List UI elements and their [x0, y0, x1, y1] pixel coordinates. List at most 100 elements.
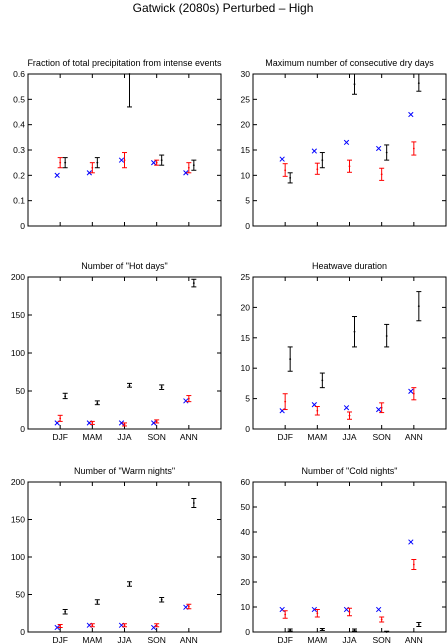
x-tick-label: SON: [372, 635, 390, 644]
data-point-stroke: [183, 604, 189, 610]
data-point: [151, 420, 157, 426]
series-2: [282, 387, 417, 420]
error-bar: [57, 414, 63, 422]
y-tick-label: 30: [241, 69, 251, 79]
axes-box: [252, 73, 447, 227]
x-tick-label: SON: [147, 432, 165, 442]
series-2: [282, 559, 417, 623]
x-tick-label: DJF: [277, 635, 293, 644]
error-bar: [379, 167, 385, 181]
error-bar: [352, 628, 357, 632]
error-bar: [352, 74, 357, 95]
chart-panel-2: Maximum number of consecutive dry days 0 5…: [241, 58, 447, 231]
data-point-stroke: [376, 606, 382, 613]
x-tick-label: ANN: [405, 432, 423, 442]
data-point-stroke: [279, 156, 285, 162]
error-bar: [379, 616, 385, 623]
error-bar-mean: [96, 402, 99, 405]
axes-box: [27, 73, 222, 227]
y-tick-label: 20: [241, 302, 251, 312]
data-point: [151, 624, 157, 631]
error-bar-mean: [321, 628, 324, 631]
error-bar-mean: [380, 406, 383, 409]
series-1: [54, 604, 189, 631]
error-bar-mean: [316, 409, 319, 412]
error-bar-mean: [353, 330, 356, 333]
x-tick-label: SON: [372, 432, 390, 442]
error-bar-mean: [412, 147, 415, 150]
error-bar: [319, 628, 325, 631]
series-1: [279, 111, 414, 162]
error-bar: [282, 393, 288, 411]
error-bar: [314, 609, 320, 618]
data-point-stroke: [118, 157, 125, 163]
data-point: [311, 148, 317, 154]
error-bar-mean: [91, 166, 94, 169]
y-tick-label: 0.3: [13, 145, 25, 155]
error-bar: [319, 372, 325, 389]
error-bar: [94, 400, 100, 406]
error-bar: [127, 382, 132, 388]
error-bar: [159, 384, 165, 390]
error-bar: [62, 392, 68, 400]
error-bar: [416, 291, 422, 322]
error-bar-mean: [380, 618, 383, 621]
error-bar-mean: [385, 151, 388, 154]
error-bar: [411, 559, 417, 570]
y-tick-label: 10: [241, 363, 251, 373]
y-tick-label: 0.2: [13, 170, 25, 180]
error-bar-mean: [192, 164, 195, 167]
error-bar-mean: [59, 625, 62, 627]
x-tick-label: MAM: [307, 432, 327, 442]
error-bar: [352, 316, 357, 348]
y-tick-label: 0: [20, 424, 25, 434]
error-bar: [191, 498, 197, 508]
data-point: [408, 539, 414, 545]
error-bar-mean: [155, 161, 158, 164]
error-bar: [411, 141, 417, 156]
data-point-stroke: [311, 148, 317, 154]
series-3: [287, 622, 422, 633]
chart-panel-1: Fraction of total precipitation from int…: [13, 58, 222, 231]
x-tick-label: JJA: [342, 432, 357, 442]
y-tick-label: 40: [241, 527, 251, 537]
series-2: [282, 141, 417, 181]
error-bar: [379, 402, 385, 414]
error-bar: [186, 395, 192, 403]
series-3: [287, 291, 422, 389]
y-tick-label: 150: [11, 310, 25, 320]
axes-box: [27, 276, 222, 430]
x-tick-label: DJF: [52, 432, 68, 442]
error-bar: [314, 406, 320, 416]
panel-title: Heatwave duration: [312, 261, 387, 271]
error-bar-mean: [316, 168, 319, 171]
error-bar: [287, 628, 293, 632]
x-tick-label: JJA: [342, 635, 357, 644]
y-tick-label: 5: [245, 196, 250, 206]
data-point: [183, 398, 189, 404]
error-bar: [154, 419, 160, 424]
figure-suptitle: Gatwick (2080s) Perturbed – High: [133, 1, 314, 15]
y-tick-label: 0: [245, 221, 250, 231]
chart-panel-4: Heatwave duration 0 5 10 15 20 25 DJF MAM JJA SON A…: [241, 261, 447, 442]
y-tick-label: 0.4: [13, 120, 25, 130]
error-bar: [287, 172, 293, 184]
y-tick-label: 60: [241, 477, 251, 487]
error-bar: [384, 323, 390, 348]
error-bar-mean: [353, 629, 356, 631]
x-tick-label: MAM: [82, 635, 102, 644]
error-bar: [159, 154, 165, 166]
error-bar: [159, 597, 165, 603]
axes-box: [27, 481, 222, 633]
panel-title: Maximum number of consecutive dry days: [265, 58, 434, 68]
data-point-stroke: [151, 160, 157, 166]
axes-box: [252, 276, 447, 430]
data-point: [86, 170, 92, 176]
series-2: [57, 395, 192, 427]
data-point-stroke: [408, 111, 414, 118]
error-bar: [416, 74, 422, 92]
error-bar-mean: [380, 173, 383, 176]
error-bar-mean: [123, 159, 126, 162]
error-bar-mean: [128, 73, 131, 75]
